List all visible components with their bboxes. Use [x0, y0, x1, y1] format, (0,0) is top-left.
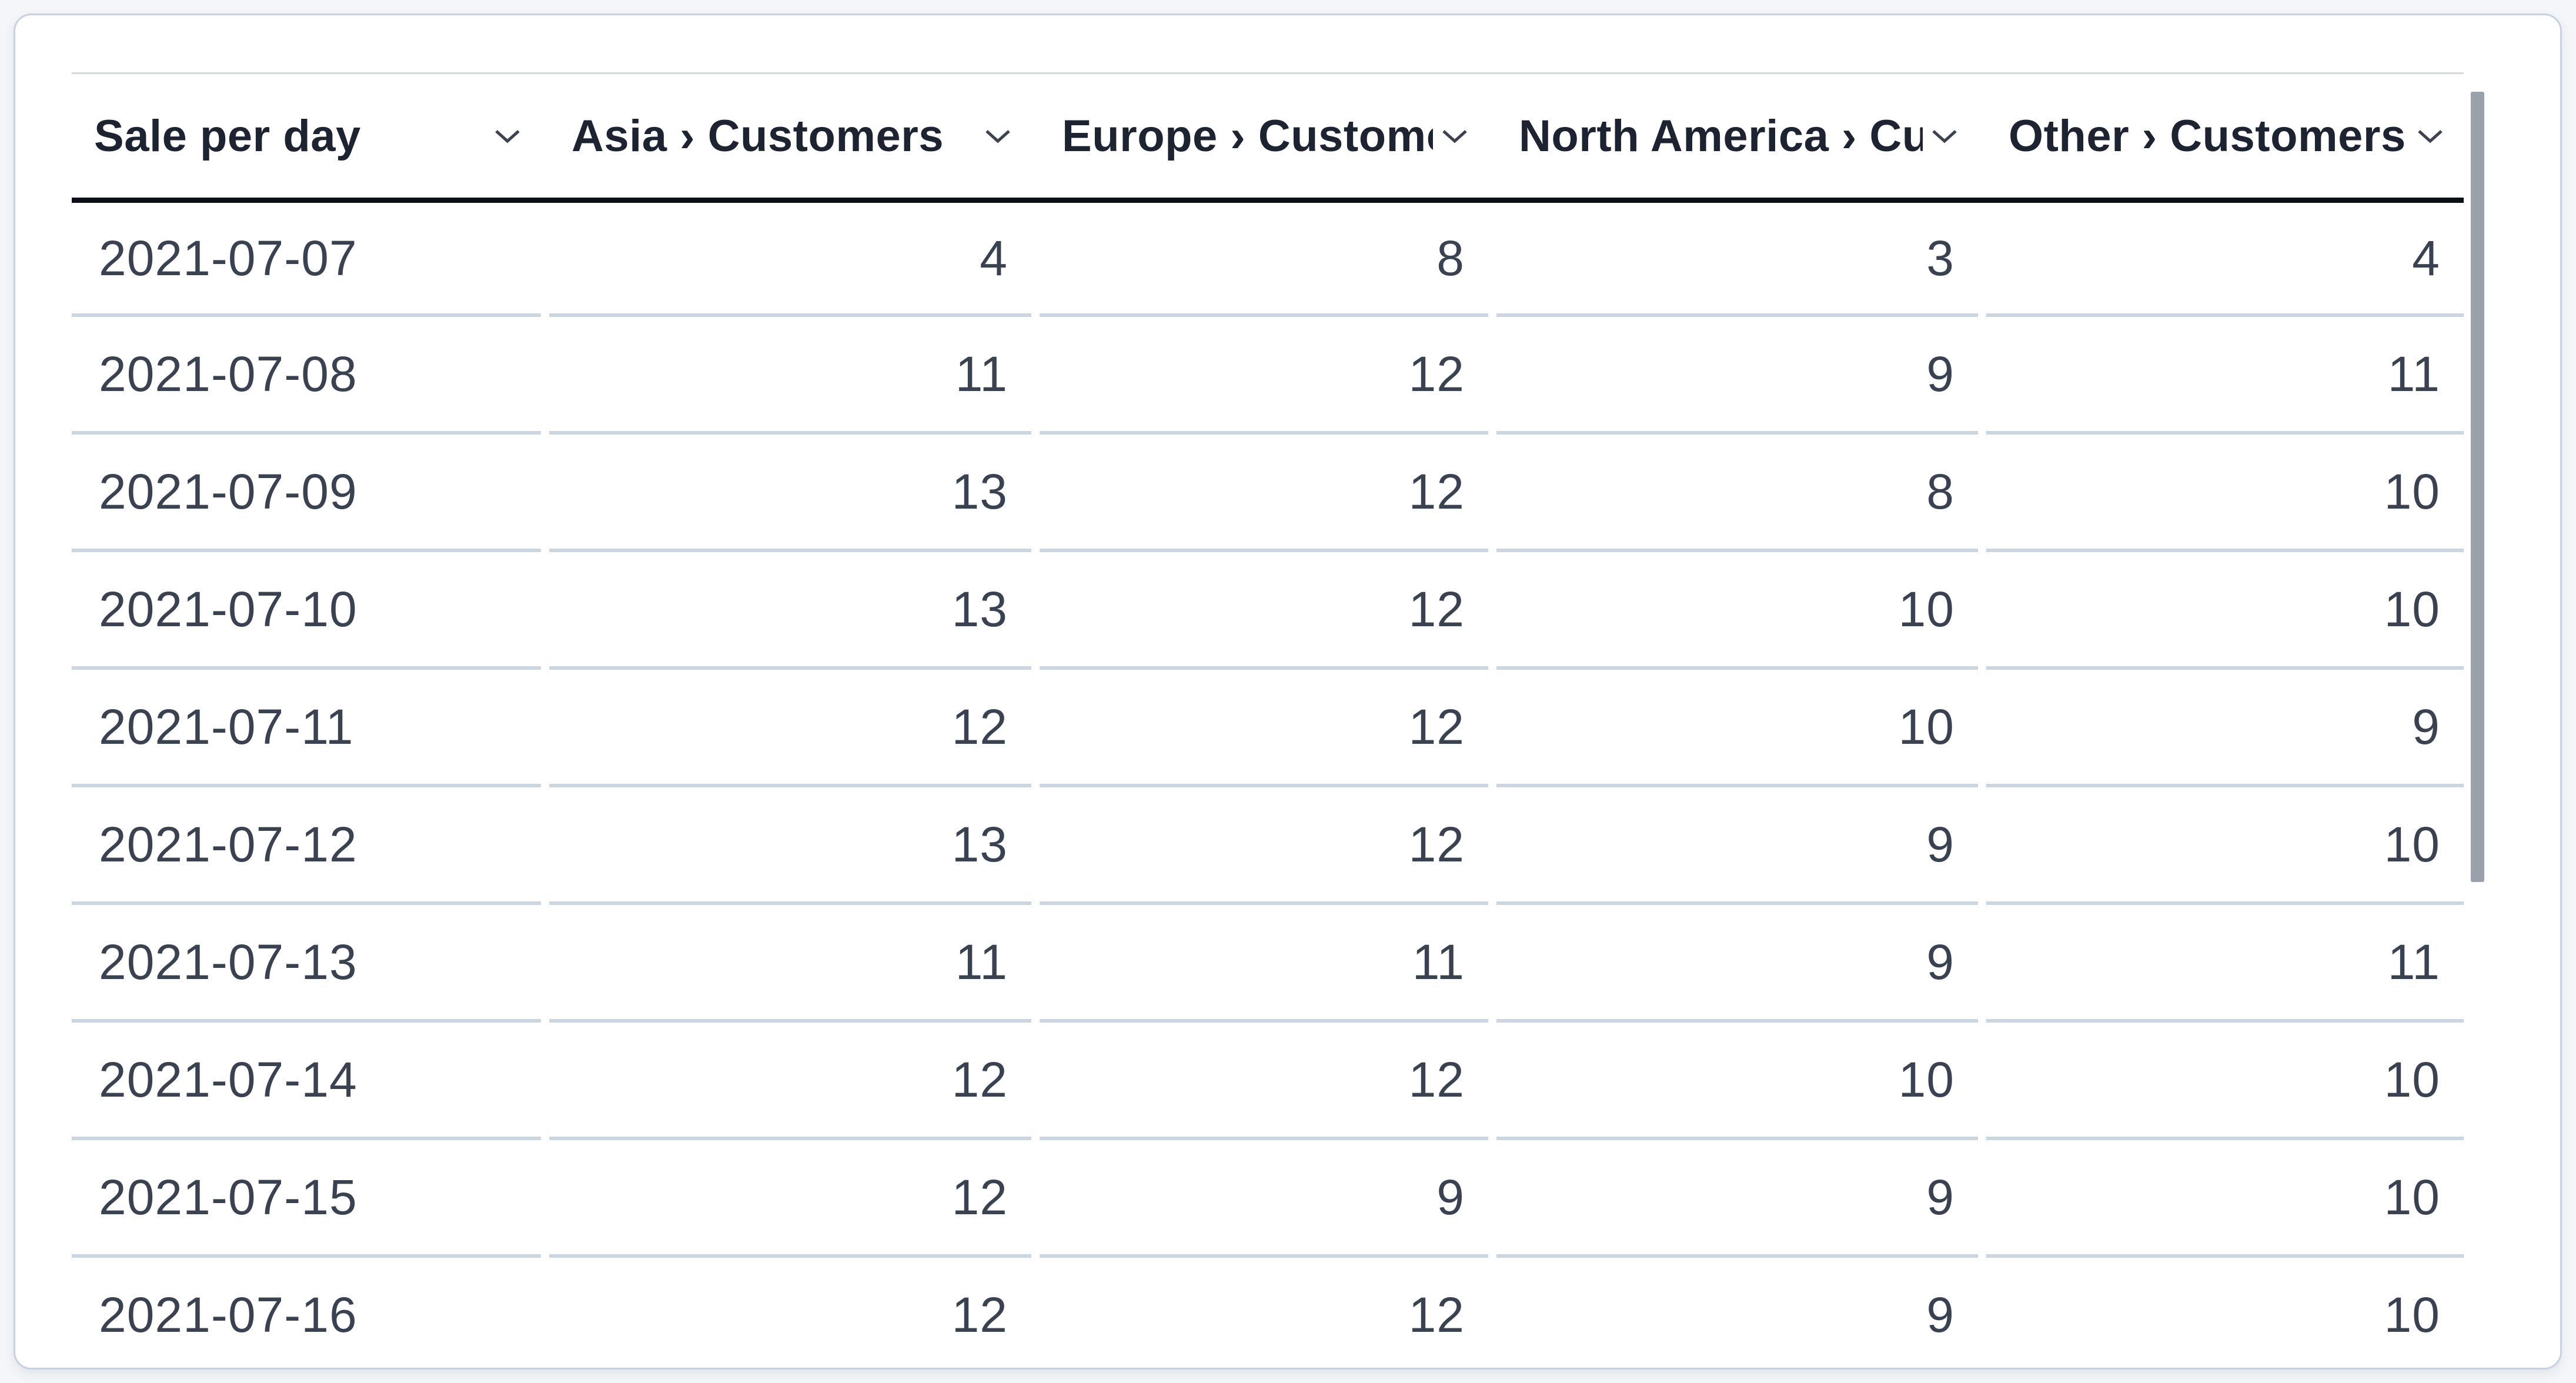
column-header-label: North America › Customers	[1519, 111, 1923, 161]
table-row: 2021-07-13 11 11 9 11	[72, 905, 2464, 1023]
value-cell: 11	[549, 905, 1031, 1023]
value-cell: 12	[1040, 317, 1488, 435]
value-cell: 10	[1496, 1023, 1978, 1140]
column-header-3[interactable]: North America › Customers	[1496, 74, 1978, 198]
value-cell: 12	[1040, 670, 1488, 787]
table-row: 2021-07-15 12 9 9 10	[72, 1140, 2464, 1258]
date-cell: 2021-07-10	[72, 552, 541, 670]
value-cell: 12	[1040, 1023, 1488, 1140]
table-top-border	[72, 72, 2464, 74]
value-cell: 10	[1986, 1140, 2464, 1258]
value-cell: 9	[1040, 1140, 1488, 1258]
data-table: Sale per day Asia › Customers Europe › Cus…	[72, 72, 2464, 1368]
value-cell: 12	[1040, 787, 1488, 905]
chevron-down-icon[interactable]	[1433, 128, 1468, 144]
table-row: 2021-07-08 11 12 9 11	[72, 317, 2464, 435]
value-cell: 12	[549, 1140, 1031, 1258]
value-cell: 12	[1040, 552, 1488, 670]
date-cell: 2021-07-15	[72, 1140, 541, 1258]
value-cell: 12	[1040, 1258, 1488, 1368]
value-cell: 11	[1986, 905, 2464, 1023]
vertical-scrollbar-thumb[interactable]	[2471, 92, 2484, 882]
value-cell: 9	[1496, 317, 1978, 435]
date-cell: 2021-07-14	[72, 1023, 541, 1140]
chevron-down-icon[interactable]	[486, 128, 521, 144]
table-row: 2021-07-07 4 8 3 4	[72, 203, 2464, 317]
value-cell: 3	[1496, 203, 1978, 317]
value-cell: 9	[1496, 905, 1978, 1023]
value-cell: 11	[1986, 317, 2464, 435]
chevron-down-icon[interactable]	[2408, 128, 2444, 144]
value-cell: 12	[549, 670, 1031, 787]
table-row: 2021-07-10 13 12 10 10	[72, 552, 2464, 670]
date-cell: 2021-07-11	[72, 670, 541, 787]
column-header-label: Other › Customers	[2009, 111, 2406, 161]
value-cell: 13	[549, 435, 1031, 552]
table-row: 2021-07-16 12 12 9 10	[72, 1258, 2464, 1368]
table-row: 2021-07-09 13 12 8 10	[72, 435, 2464, 552]
value-cell: 10	[1986, 552, 2464, 670]
table-row: 2021-07-12 13 12 9 10	[72, 787, 2464, 905]
value-cell: 12	[1040, 435, 1488, 552]
column-header-label: Europe › Customers	[1062, 111, 1433, 161]
value-cell: 4	[1986, 203, 2464, 317]
value-cell: 10	[1496, 552, 1978, 670]
value-cell: 10	[1496, 670, 1978, 787]
column-header-4[interactable]: Other › Customers	[1986, 74, 2464, 198]
date-cell: 2021-07-12	[72, 787, 541, 905]
date-cell: 2021-07-13	[72, 905, 541, 1023]
table-row: 2021-07-11 12 12 10 9	[72, 670, 2464, 787]
value-cell: 10	[1986, 1023, 2464, 1140]
table-row: 2021-07-14 12 12 10 10	[72, 1023, 2464, 1140]
table-header-row: Sale per day Asia › Customers Europe › Cus…	[72, 74, 2464, 198]
value-cell: 10	[1986, 787, 2464, 905]
chevron-down-icon[interactable]	[976, 128, 1011, 144]
column-header-0[interactable]: Sale per day	[72, 74, 541, 198]
value-cell: 9	[1496, 1140, 1978, 1258]
column-header-label: Sale per day	[94, 111, 361, 161]
value-cell: 12	[549, 1023, 1031, 1140]
column-header-1[interactable]: Asia › Customers	[549, 74, 1031, 198]
date-cell: 2021-07-08	[72, 317, 541, 435]
value-cell: 8	[1496, 435, 1978, 552]
value-cell: 4	[549, 203, 1031, 317]
value-cell: 13	[549, 552, 1031, 670]
date-cell: 2021-07-07	[72, 203, 541, 317]
column-header-label: Asia › Customers	[572, 111, 944, 161]
value-cell: 10	[1986, 1258, 2464, 1368]
header-underline	[72, 198, 2464, 203]
column-header-2[interactable]: Europe › Customers	[1040, 74, 1488, 198]
table-card: Sale per day Asia › Customers Europe › Cus…	[14, 14, 2562, 1369]
chevron-down-icon[interactable]	[1923, 128, 1958, 144]
date-cell: 2021-07-16	[72, 1258, 541, 1368]
value-cell: 8	[1040, 203, 1488, 317]
value-cell: 10	[1986, 435, 2464, 552]
date-cell: 2021-07-09	[72, 435, 541, 552]
value-cell: 11	[549, 317, 1031, 435]
value-cell: 11	[1040, 905, 1488, 1023]
table-body: 2021-07-07 4 8 3 4 2021-07-08 11 12 9 11 2021-07-0…	[72, 203, 2464, 1368]
value-cell: 9	[1496, 1258, 1978, 1368]
value-cell: 9	[1496, 787, 1978, 905]
value-cell: 12	[549, 1258, 1031, 1368]
value-cell: 13	[549, 787, 1031, 905]
value-cell: 9	[1986, 670, 2464, 787]
